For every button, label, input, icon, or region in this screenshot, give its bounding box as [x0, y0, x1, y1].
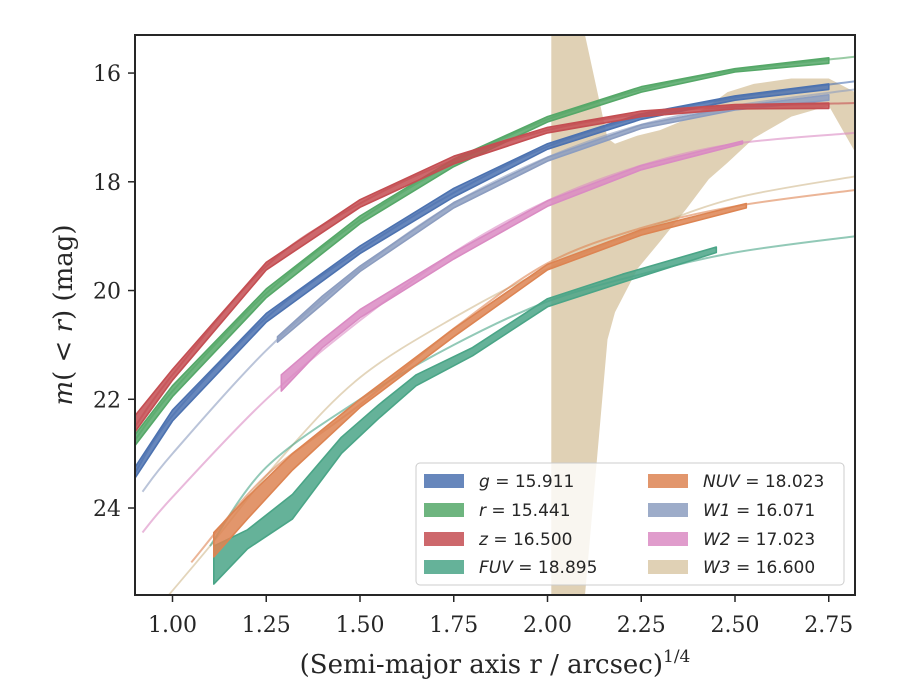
data-band-nuv: [213, 202, 748, 558]
legend-label-z: z = 16.500: [478, 530, 572, 550]
y-tick-label: 22: [93, 388, 121, 413]
data-band-z: [135, 102, 830, 433]
series-layer: [135, 35, 855, 595]
y-tick-label: 20: [93, 280, 121, 305]
data-band-fuv: [213, 246, 718, 585]
x-axis: 1.00 1.25 1.50 1.75 2.00 2.25 2.50 2.75: [148, 595, 853, 638]
legend-label-fuv: FUV = 18.895: [479, 558, 597, 578]
data-band-g: [135, 83, 830, 479]
y-tick-label: 16: [93, 62, 121, 87]
legend-swatch-z: [424, 532, 464, 546]
legend-swatch-r: [424, 503, 464, 517]
data-band-w2: [280, 140, 744, 392]
legend-label-r: r = 15.441: [479, 501, 571, 521]
x-tick-label: 2.50: [711, 613, 760, 638]
legend-label-w3: W3 = 16.600: [703, 558, 815, 578]
legend-swatch-w2: [648, 532, 688, 546]
legend-frame: [415, 462, 845, 586]
legend-label-w1: W1 = 16.071: [703, 501, 815, 521]
legend-swatch-w3: [648, 560, 688, 574]
legend-swatch-fuv: [424, 560, 464, 574]
y-axis-label: m( < r) (mag): [49, 224, 79, 405]
data-band-w1: [276, 94, 830, 343]
y-tick-label: 24: [93, 497, 121, 522]
x-axis-label: (Semi-major axis r / arcsec)1/4: [300, 647, 691, 680]
legend-label-nuv: NUV = 18.023: [703, 472, 824, 492]
x-tick-label: 1.00: [148, 613, 197, 638]
x-tick-label: 2.75: [804, 613, 853, 638]
legend-swatch-g: [424, 474, 464, 488]
legend-swatch-w1: [648, 503, 688, 517]
legend: g = 15.911 r = 15.441 z = 16.500 FUV = 18.8…: [415, 462, 845, 586]
x-tick-label: 1.25: [242, 613, 291, 638]
legend-label-w2: W2 = 17.023: [703, 530, 815, 550]
y-axis: 16 18 20 22 24: [93, 62, 135, 522]
x-tick-label: 2.25: [617, 613, 666, 638]
x-tick-label: 1.75: [429, 613, 478, 638]
x-tick-label: 2.00: [523, 613, 572, 638]
y-tick-label: 18: [93, 171, 121, 196]
plot-frame: [134, 34, 856, 596]
legend-swatch-nuv: [648, 474, 688, 488]
model-curve-fuv: [209, 235, 855, 547]
legend-label-g: g = 15.911: [479, 472, 574, 492]
x-tick-label: 1.50: [336, 613, 385, 638]
data-band-r: [135, 57, 830, 447]
